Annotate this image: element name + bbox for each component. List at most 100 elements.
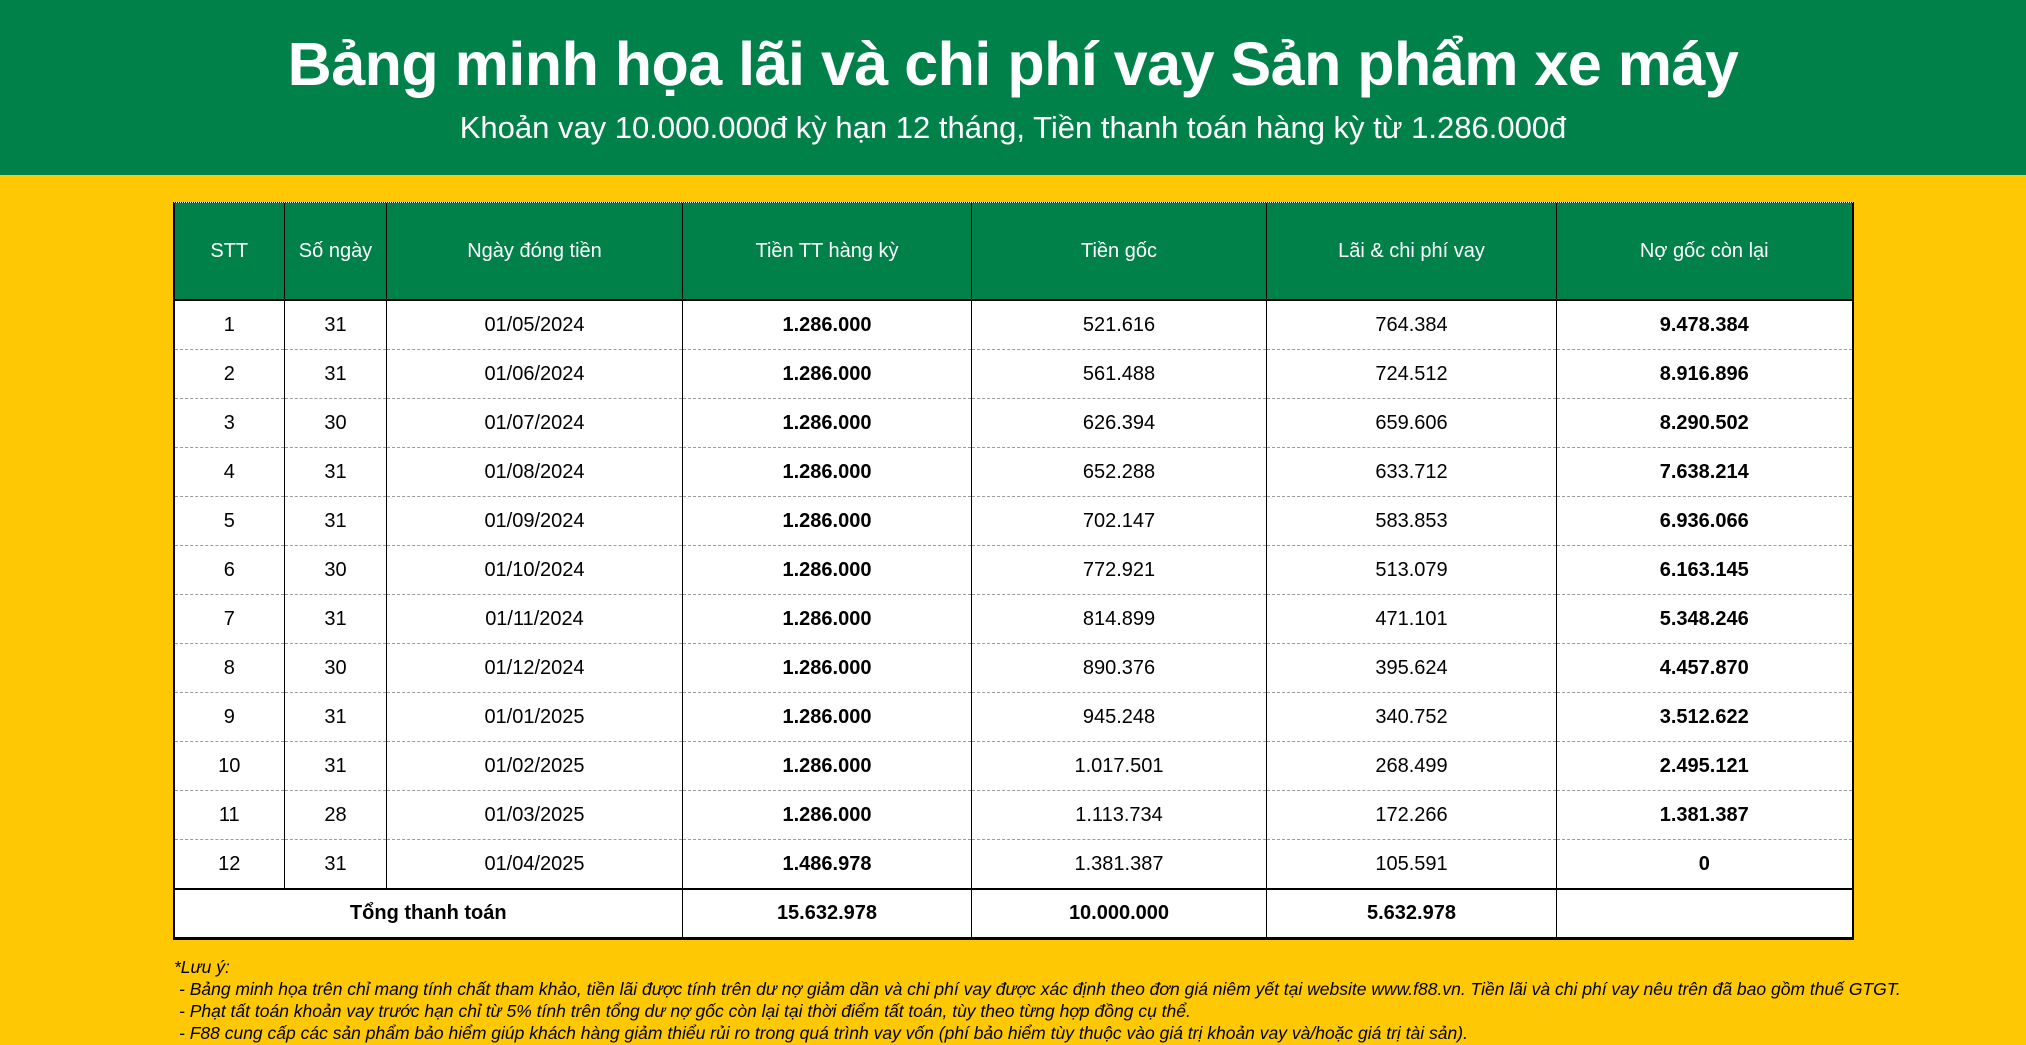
cell-lai-chi-phi-vay: 340.752 [1266, 692, 1557, 742]
cell-no-goc-con-lai: 3.512.622 [1556, 692, 1852, 742]
cell-no-goc-con-lai: 8.290.502 [1556, 398, 1852, 448]
cell-no-goc-con-lai: 2.495.121 [1556, 741, 1852, 791]
cell-tien-goc: 561.488 [971, 349, 1267, 399]
notes: *Lưu ý: - Bảng minh họa trên chỉ mang tí… [174, 956, 1906, 1044]
cell-stt: 1 [174, 300, 285, 350]
cell-so-ngay: 30 [284, 398, 387, 448]
cell-stt: 9 [174, 692, 285, 742]
cell-lai-chi-phi-vay: 471.101 [1266, 594, 1557, 644]
column-header-tien-goc: Tiền gốc [971, 203, 1267, 301]
cell-stt: 10 [174, 741, 285, 791]
cell-tien-goc: 814.899 [971, 594, 1267, 644]
cell-ngay-dong-tien: 01/07/2024 [386, 398, 683, 448]
cell-no-goc-con-lai: 9.478.384 [1556, 300, 1852, 350]
cell-no-goc-con-lai: 7.638.214 [1556, 447, 1852, 497]
cell-no-goc-con-lai: 6.163.145 [1556, 545, 1852, 595]
cell-tien-tt-hang-ky: 1.286.000 [682, 496, 972, 546]
cell-tien-tt-hang-ky: 1.286.000 [682, 349, 972, 399]
cell-tien-tt-hang-ky: 1.286.000 [682, 692, 972, 742]
cell-tien-goc: 1.113.734 [971, 790, 1267, 840]
cell-so-ngay: 31 [284, 839, 387, 889]
cell-tien-goc: 1.381.387 [971, 839, 1267, 889]
cell-ngay-dong-tien: 01/06/2024 [386, 349, 683, 399]
column-header-stt: STT [174, 203, 285, 301]
total-row: Tổng thanh toán 15.632.978 10.000.000 5.… [174, 888, 1852, 937]
page-title: Bảng minh họa lãi và chi phí vay Sản phẩ… [287, 29, 1739, 98]
cell-lai-chi-phi-vay: 659.606 [1266, 398, 1557, 448]
loan-schedule-table: STT Số ngày Ngày đóng tiền Tiền TT hàng kỳ T… [174, 203, 1852, 937]
cell-so-ngay: 31 [284, 349, 387, 399]
cell-tien-goc: 945.248 [971, 692, 1267, 742]
cell-lai-chi-phi-vay: 105.591 [1266, 839, 1557, 889]
table-row: 7 31 01/11/2024 1.286.000 814.899 471.101 5.34… [174, 594, 1852, 644]
table-row: 11 28 01/03/2025 1.286.000 1.113.734 172.266 1… [174, 790, 1852, 840]
note-item: - Phạt tất toán khoản vay trước hạn chỉ … [179, 1001, 1191, 1021]
cell-so-ngay: 30 [284, 643, 387, 693]
cell-ngay-dong-tien: 01/04/2025 [386, 839, 683, 889]
cell-tien-goc: 521.616 [971, 300, 1267, 350]
cell-stt: 12 [174, 839, 285, 889]
cell-no-goc-con-lai: 6.936.066 [1556, 496, 1852, 546]
notes-title: *Lưu ý: [174, 957, 230, 977]
cell-lai-chi-phi-vay: 633.712 [1266, 447, 1557, 497]
cell-tien-tt-hang-ky: 1.286.000 [682, 447, 972, 497]
total-label: Tổng thanh toán [174, 888, 683, 937]
cell-tien-goc: 652.288 [971, 447, 1267, 497]
cell-so-ngay: 31 [284, 594, 387, 644]
table-row: 6 30 01/10/2024 1.286.000 772.921 513.079 6.16… [174, 545, 1852, 595]
cell-ngay-dong-tien: 01/12/2024 [386, 643, 683, 693]
cell-so-ngay: 31 [284, 300, 387, 350]
table-header: STT Số ngày Ngày đóng tiền Tiền TT hàng kỳ T… [174, 203, 1852, 301]
cell-tien-tt-hang-ky: 1.286.000 [682, 643, 972, 693]
cell-tien-tt-hang-ky: 1.486.978 [682, 839, 972, 889]
cell-tien-goc: 626.394 [971, 398, 1267, 448]
total-payment-value: 15.632.978 [682, 888, 972, 937]
cell-lai-chi-phi-vay: 583.853 [1266, 496, 1557, 546]
cell-tien-goc: 702.147 [971, 496, 1267, 546]
cell-lai-chi-phi-vay: 724.512 [1266, 349, 1557, 399]
total-principal-value: 10.000.000 [971, 888, 1267, 937]
cell-lai-chi-phi-vay: 764.384 [1266, 300, 1557, 350]
header-banner: Bảng minh họa lãi và chi phí vay Sản phẩ… [0, 0, 2026, 175]
cell-tien-tt-hang-ky: 1.286.000 [682, 545, 972, 595]
table-row: 10 31 01/02/2025 1.286.000 1.017.501 268.499 2… [174, 741, 1852, 791]
cell-ngay-dong-tien: 01/03/2025 [386, 790, 683, 840]
table-body: 1 31 01/05/2024 1.286.000 521.616 764.384 9.47… [174, 300, 1852, 889]
cell-tien-goc: 772.921 [971, 545, 1267, 595]
cell-no-goc-con-lai: 5.348.246 [1556, 594, 1852, 644]
cell-stt: 6 [174, 545, 285, 595]
cell-no-goc-con-lai: 4.457.870 [1556, 643, 1852, 693]
note-item: - Bảng minh họa trên chỉ mang tính chất … [179, 979, 1901, 999]
total-interest-value: 5.632.978 [1266, 888, 1557, 937]
cell-tien-tt-hang-ky: 1.286.000 [682, 594, 972, 644]
cell-lai-chi-phi-vay: 172.266 [1266, 790, 1557, 840]
table-row: 4 31 01/08/2024 1.286.000 652.288 633.712 7.63… [174, 447, 1852, 497]
cell-no-goc-con-lai: 8.916.896 [1556, 349, 1852, 399]
cell-tien-tt-hang-ky: 1.286.000 [682, 790, 972, 840]
column-header-tien-tt-hang-ky: Tiền TT hàng kỳ [682, 203, 972, 301]
cell-so-ngay: 28 [284, 790, 387, 840]
table-row: 5 31 01/09/2024 1.286.000 702.147 583.853 6.93… [174, 496, 1852, 546]
cell-lai-chi-phi-vay: 513.079 [1266, 545, 1557, 595]
cell-ngay-dong-tien: 01/01/2025 [386, 692, 683, 742]
table-row: 1 31 01/05/2024 1.286.000 521.616 764.384 9.47… [174, 300, 1852, 350]
cell-so-ngay: 30 [284, 545, 387, 595]
cell-ngay-dong-tien: 01/05/2024 [386, 300, 683, 350]
cell-stt: 4 [174, 447, 285, 497]
column-header-ngay-dong-tien: Ngày đóng tiền [386, 203, 683, 301]
table-row: 9 31 01/01/2025 1.286.000 945.248 340.752 3.51… [174, 692, 1852, 742]
column-header-lai-chi-phi-vay: Lãi & chi phí vay [1266, 203, 1557, 301]
cell-stt: 3 [174, 398, 285, 448]
note-item: - F88 cung cấp các sản phẩm bảo hiểm giú… [179, 1023, 1468, 1043]
table-footer: Tổng thanh toán 15.632.978 10.000.000 5.… [174, 888, 1852, 937]
cell-stt: 7 [174, 594, 285, 644]
cell-stt: 5 [174, 496, 285, 546]
table-row: 8 30 01/12/2024 1.286.000 890.376 395.624 4.45… [174, 643, 1852, 693]
cell-stt: 2 [174, 349, 285, 399]
page-subtitle: Khoản vay 10.000.000đ kỳ hạn 12 tháng, T… [459, 109, 1567, 145]
cell-no-goc-con-lai: 0 [1556, 839, 1852, 889]
cell-ngay-dong-tien: 01/11/2024 [386, 594, 683, 644]
cell-tien-goc: 890.376 [971, 643, 1267, 693]
cell-lai-chi-phi-vay: 395.624 [1266, 643, 1557, 693]
cell-so-ngay: 31 [284, 496, 387, 546]
